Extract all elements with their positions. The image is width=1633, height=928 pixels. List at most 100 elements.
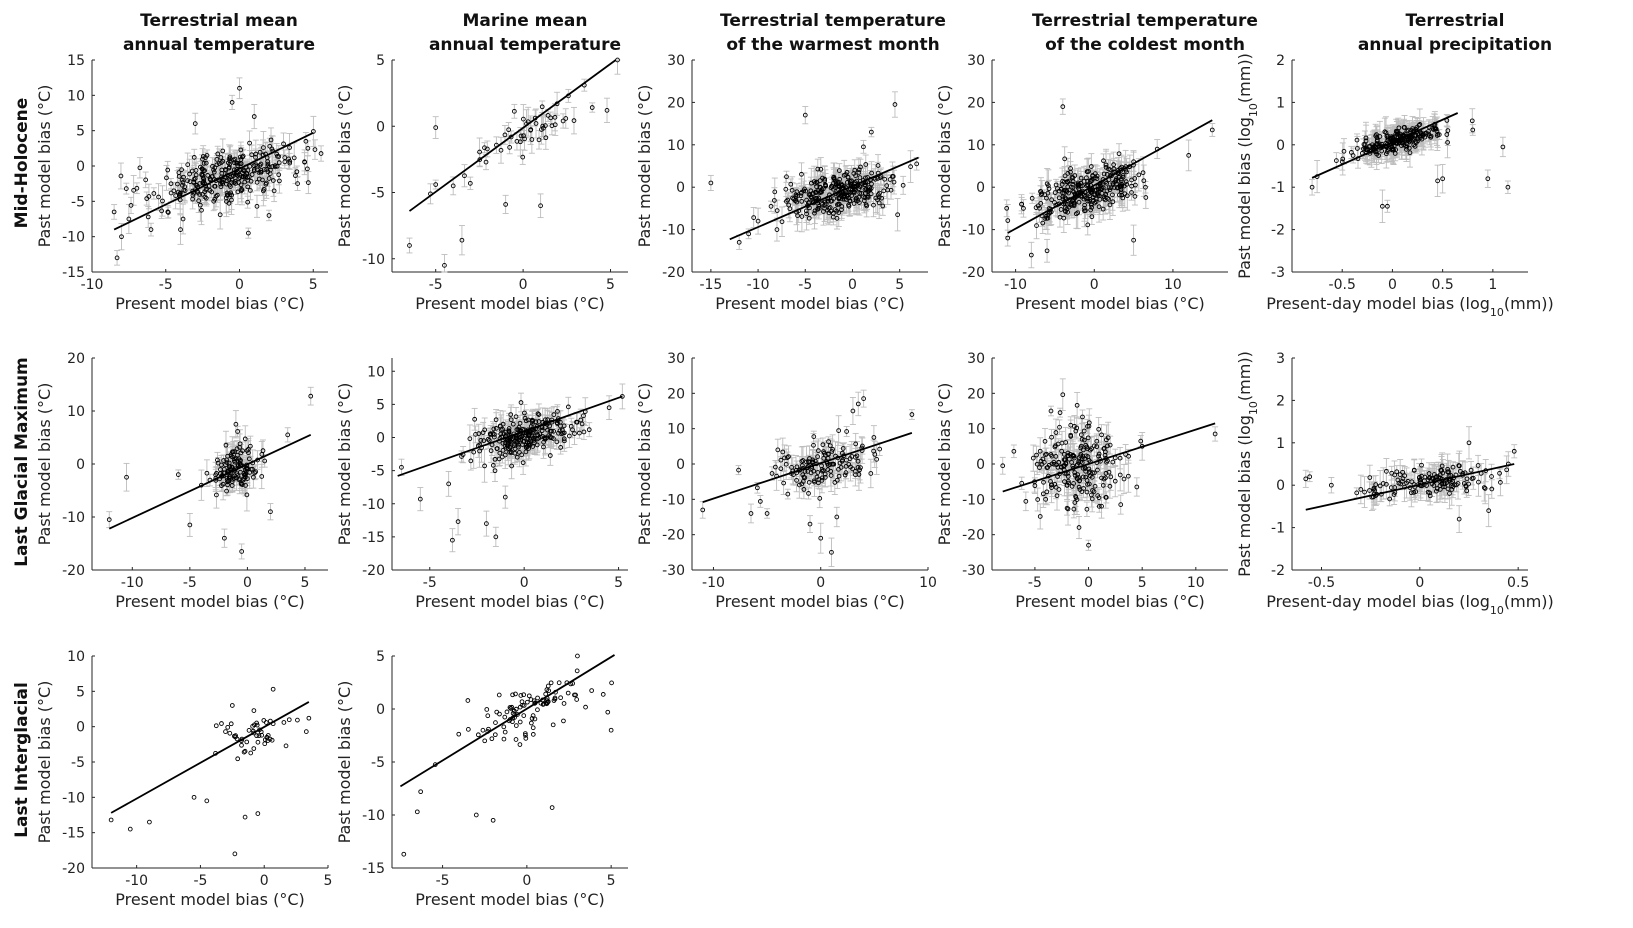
data-point (799, 214, 805, 219)
data-point (506, 127, 511, 133)
data-point (202, 189, 208, 195)
x-tick-label: 0 (1388, 277, 1397, 293)
data-point (251, 168, 257, 174)
data-point (119, 234, 124, 240)
y-tick-label: -10 (962, 223, 985, 239)
panel-mh-ter-mtwm: -15 -10 -5 0 5 -20 -10 0 10 20 30 Present model bia… (635, 53, 928, 313)
column-title-4-line-2: of the coldest month (1045, 35, 1245, 55)
data-point (869, 170, 874, 176)
data-point (1407, 150, 1413, 156)
data-point (1021, 206, 1026, 211)
data-point (1088, 189, 1094, 195)
data-point (826, 210, 832, 216)
data-point (179, 177, 185, 183)
data-point (839, 207, 844, 213)
data-point (165, 167, 171, 173)
y-tick-label: -3 (1271, 265, 1285, 281)
data-point (165, 209, 171, 215)
data-point (832, 207, 838, 212)
data-point (799, 199, 805, 204)
data-point (274, 163, 280, 169)
data-point (1038, 201, 1044, 206)
data-point (1354, 137, 1360, 143)
data-point (521, 116, 526, 122)
data-point (1084, 175, 1089, 181)
data-point (201, 178, 207, 184)
data-point (1088, 207, 1093, 213)
data-point (538, 203, 543, 209)
data-point (312, 147, 318, 152)
data-point (814, 184, 819, 190)
data-point (1141, 178, 1147, 184)
data-point (836, 210, 842, 215)
data-points (111, 85, 324, 261)
y-axis-label: Past model bias (°C) (635, 85, 654, 248)
data-point (1500, 144, 1506, 150)
data-point (263, 181, 269, 187)
error-bars (111, 77, 325, 266)
data-point (1349, 150, 1354, 155)
data-point (823, 182, 828, 188)
data-point (804, 211, 809, 217)
data-point (192, 176, 198, 181)
y-tick-label: 2 (1276, 53, 1285, 69)
data-point (224, 193, 230, 198)
data-point (1092, 200, 1098, 206)
data-point (548, 115, 554, 121)
data-point (1082, 202, 1087, 208)
data-point (831, 174, 837, 180)
data-point (291, 155, 297, 161)
data-point (751, 215, 757, 220)
data-point (211, 167, 216, 173)
data-point (238, 161, 244, 167)
column-title-4-line-1: Terrestrial temperature (1032, 11, 1258, 31)
x-tick-label: 10 (1164, 277, 1182, 293)
data-point (111, 209, 117, 215)
data-point (269, 146, 275, 152)
data-point (881, 188, 887, 194)
data-point (1104, 172, 1110, 177)
data-point (1046, 186, 1052, 192)
data-point (1062, 205, 1068, 211)
data-point (1049, 197, 1054, 203)
data-point (1375, 137, 1380, 143)
data-point (1088, 177, 1094, 183)
data-point (1107, 167, 1113, 173)
data-point (1124, 169, 1129, 175)
data-point (187, 171, 192, 177)
data-point (276, 160, 282, 165)
data-point (442, 263, 447, 268)
data-point (552, 114, 558, 120)
data-point (1401, 125, 1407, 130)
data-point (1143, 184, 1148, 190)
data-point (1064, 189, 1070, 194)
data-point (1005, 218, 1011, 223)
data-point (1044, 195, 1049, 201)
column-title-2-line-2: annual temperature (429, 35, 621, 55)
data-point (254, 179, 260, 185)
data-point (244, 171, 250, 176)
data-point (1072, 173, 1078, 178)
data-point (835, 181, 841, 187)
data-point (1334, 158, 1339, 163)
data-point (1117, 192, 1122, 198)
data-point (242, 179, 248, 185)
data-point (1485, 176, 1491, 182)
x-axis-label: Present-day model bias (log10(mm)) (1266, 294, 1554, 319)
data-point (848, 190, 854, 195)
data-point (1417, 122, 1423, 127)
data-point (118, 173, 124, 179)
data-point (477, 157, 483, 162)
data-point (254, 203, 260, 209)
x-axis-label: Present model bias (°C) (715, 294, 905, 313)
data-point (1100, 206, 1106, 212)
data-point (1029, 195, 1035, 201)
data-point (219, 167, 225, 173)
x-tick-label: 0 (519, 277, 528, 293)
data-point (861, 198, 867, 204)
data-point (1106, 185, 1112, 190)
data-point (1028, 252, 1034, 258)
data-point (253, 154, 258, 160)
